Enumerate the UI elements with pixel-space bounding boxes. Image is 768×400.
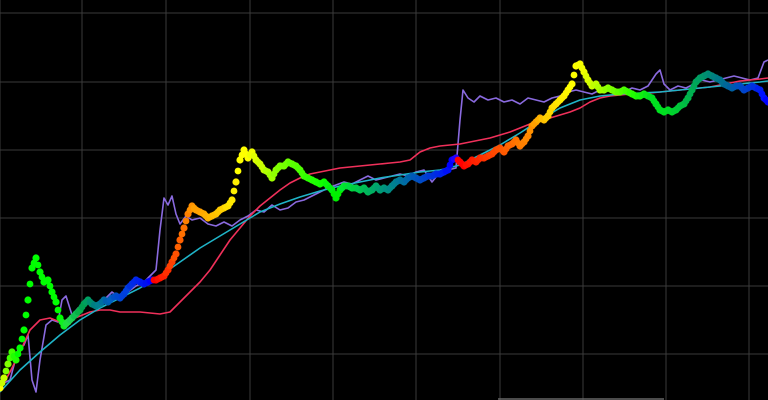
series-line-1	[0, 77, 768, 391]
price-point	[542, 114, 550, 122]
price-point	[2, 367, 10, 375]
price-point	[182, 217, 190, 225]
price-point	[16, 344, 24, 352]
price-point	[566, 83, 574, 91]
price-point	[650, 97, 658, 105]
price-point	[26, 280, 34, 288]
price-point	[446, 161, 454, 169]
price-point	[20, 326, 28, 334]
price-point	[526, 127, 534, 135]
price-point	[522, 135, 530, 143]
price-point	[78, 303, 86, 311]
price-point	[226, 199, 234, 207]
series-line-0	[0, 59, 768, 393]
price-point	[170, 254, 178, 262]
price-point	[174, 243, 182, 251]
price-point	[122, 287, 130, 295]
series-line-2	[0, 80, 768, 393]
price-point	[762, 96, 768, 104]
price-point	[686, 90, 694, 98]
scatter-layer	[0, 60, 768, 392]
price-point	[754, 85, 762, 93]
price-point	[758, 90, 766, 98]
price-point	[74, 308, 82, 316]
price-point	[254, 158, 262, 166]
price-point	[562, 89, 570, 97]
price-point	[250, 152, 258, 160]
price-point	[334, 190, 342, 198]
price-point	[546, 108, 554, 116]
price-point	[682, 97, 690, 105]
price-point	[24, 296, 32, 304]
price-point	[54, 306, 62, 314]
price-point	[176, 236, 184, 244]
price-point	[4, 360, 12, 368]
price-point	[578, 64, 586, 72]
price-point	[46, 282, 54, 290]
price-point	[162, 269, 170, 277]
price-point	[558, 94, 566, 102]
price-point	[230, 187, 238, 195]
price-point	[18, 335, 26, 343]
price-point	[690, 82, 698, 90]
price-point	[178, 230, 186, 238]
price-point	[180, 224, 188, 232]
price-point	[14, 350, 22, 358]
price-point	[294, 164, 302, 172]
price-point	[0, 379, 6, 387]
price-point	[326, 184, 334, 192]
line-layer	[0, 59, 768, 393]
price-point	[570, 71, 578, 79]
price-point	[50, 293, 58, 301]
price-point	[22, 311, 30, 319]
price-point	[34, 261, 42, 269]
price-point	[518, 140, 526, 148]
price-point	[166, 262, 174, 270]
price-point	[42, 277, 50, 285]
price-point	[232, 178, 240, 186]
price-point	[442, 167, 450, 175]
price-point	[118, 292, 126, 300]
price-point	[582, 72, 590, 80]
price-point	[234, 167, 242, 175]
price-point	[270, 170, 278, 178]
